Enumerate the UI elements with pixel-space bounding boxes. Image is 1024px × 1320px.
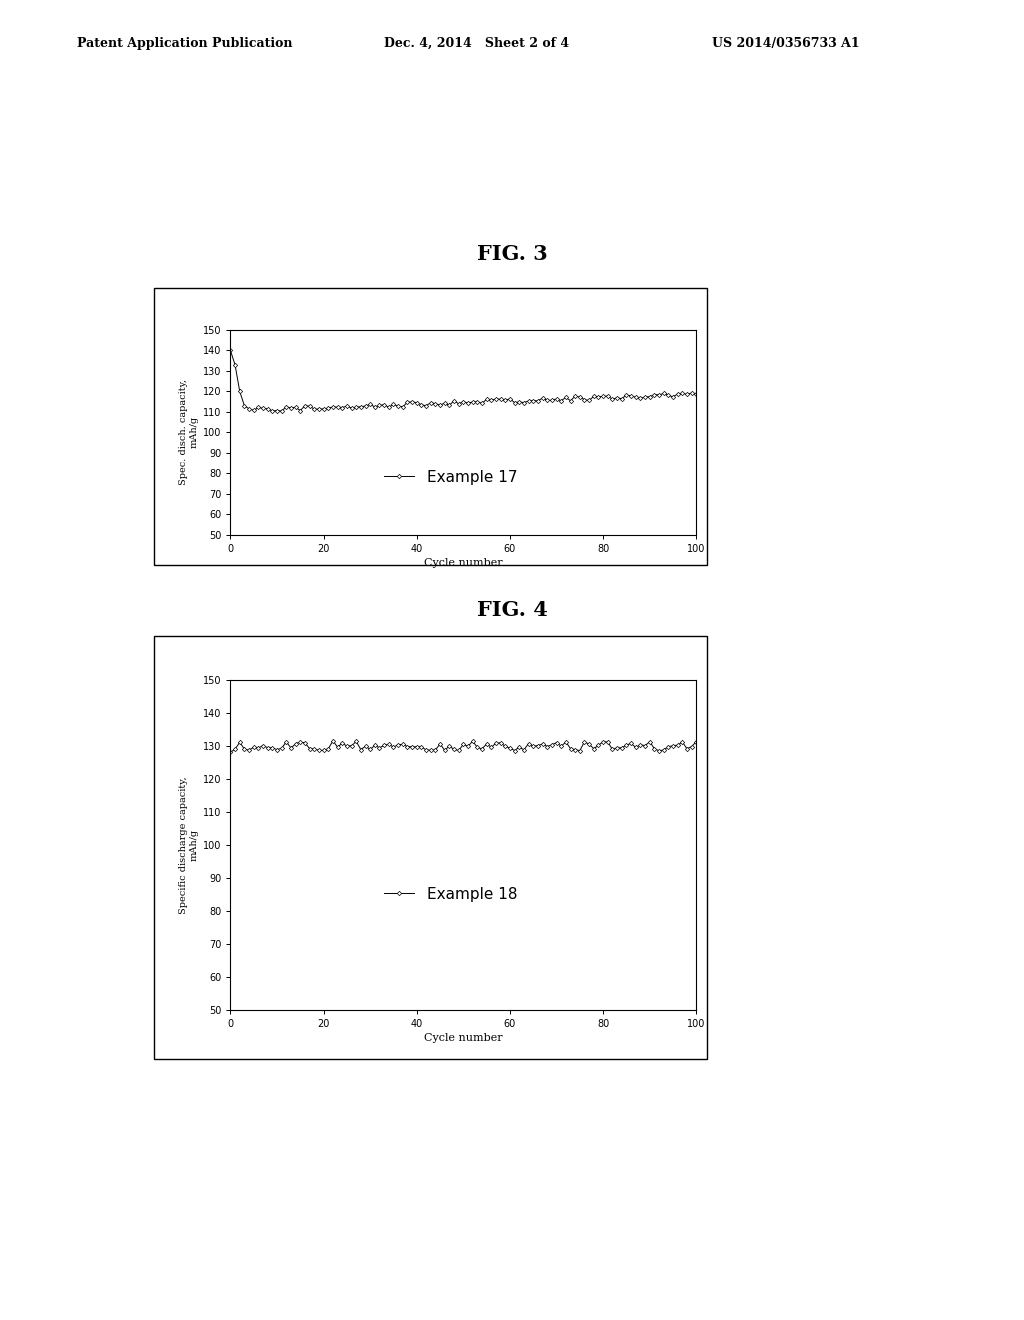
Text: FIG. 3: FIG. 3: [476, 244, 548, 264]
X-axis label: Cycle number: Cycle number: [424, 1034, 503, 1043]
Example 18: [579, 734, 591, 750]
Example 18: [443, 738, 456, 754]
Example 17: [345, 400, 357, 416]
Example 17: [275, 403, 288, 418]
Text: Patent Application Publication: Patent Application Publication: [77, 37, 292, 50]
Example 18: [327, 733, 339, 748]
Example 17: [509, 395, 521, 411]
Legend: Example 17: Example 17: [378, 463, 523, 491]
Example 17: [579, 392, 591, 408]
Text: US 2014/0356733 A1: US 2014/0356733 A1: [712, 37, 859, 50]
Legend: Example 18: Example 18: [378, 880, 523, 908]
Example 18: [555, 738, 567, 754]
Example 18: [509, 743, 521, 759]
Y-axis label: Spec. disch. capacity,
mAh/g: Spec. disch. capacity, mAh/g: [179, 379, 199, 486]
Example 18: [690, 734, 702, 750]
Text: FIG. 4: FIG. 4: [476, 601, 548, 620]
Example 17: [443, 397, 456, 413]
Y-axis label: Specific discharge capacity,
mAh/g: Specific discharge capacity, mAh/g: [179, 776, 199, 913]
Example 18: [257, 738, 269, 754]
Example 17: [257, 400, 269, 416]
Line: Example 18: Example 18: [229, 739, 697, 754]
Example 17: [224, 343, 237, 359]
Example 18: [224, 744, 237, 760]
Example 17: [690, 387, 702, 403]
Example 17: [555, 393, 567, 409]
Line: Example 17: Example 17: [229, 348, 697, 413]
Example 18: [345, 738, 357, 754]
Text: Dec. 4, 2014   Sheet 2 of 4: Dec. 4, 2014 Sheet 2 of 4: [384, 37, 569, 50]
X-axis label: Cycle number: Cycle number: [424, 558, 503, 568]
